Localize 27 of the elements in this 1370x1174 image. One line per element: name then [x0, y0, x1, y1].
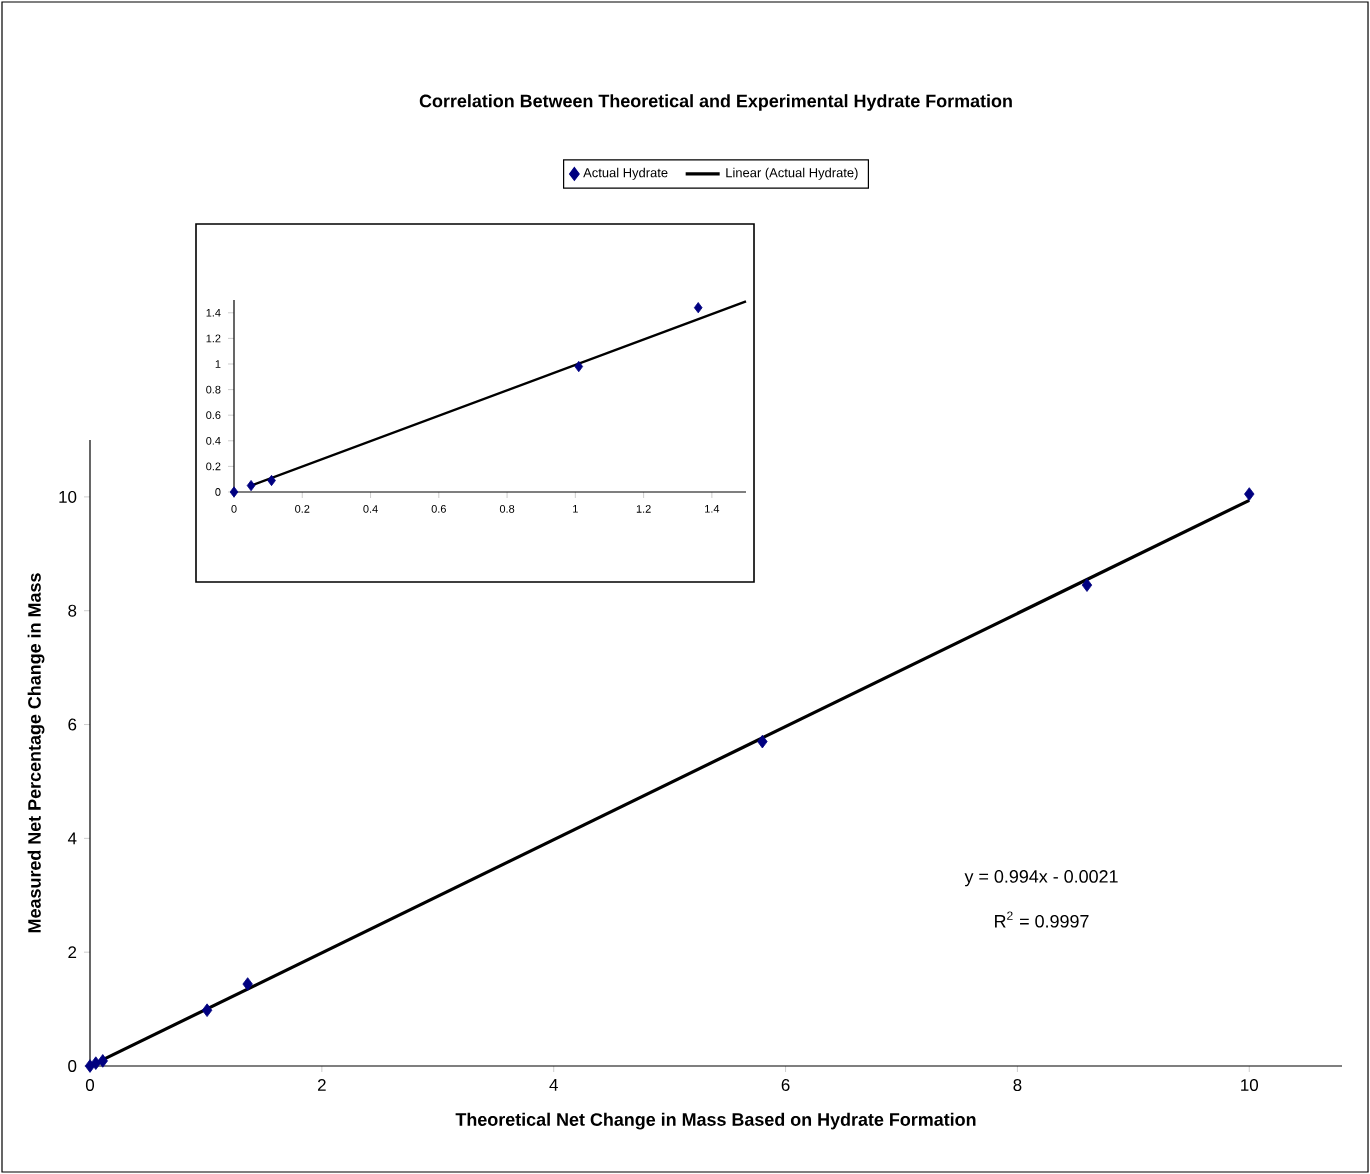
y-tick-label: 0	[68, 1060, 77, 1072]
annotation: R$^{2}$ = 0.9997	[995, 911, 1089, 928]
point	[574, 360, 584, 373]
annotation: y = 0.994x - 0.0021	[964, 870, 1118, 887]
point	[97, 1054, 108, 1068]
y-tick-label: 6	[68, 718, 77, 731]
chart-title: Correlation Between Theoretical and Experimental Hydrate Formation	[419, 94, 1012, 111]
point	[229, 486, 239, 498]
point	[757, 734, 768, 749]
y-tick-label: 4	[67, 832, 77, 845]
y-tick-label: 10	[59, 490, 77, 503]
x-tick-label: 2	[317, 1079, 326, 1091]
x-tick-label: 6	[781, 1079, 790, 1092]
point	[1244, 487, 1255, 501]
y-axis-title: Measured Net Percentage Change in Mass	[27, 573, 45, 933]
point	[1081, 578, 1093, 592]
x-tick-label: 8	[1013, 1079, 1022, 1092]
x-tick-label: 4	[549, 1079, 558, 1091]
x-axis-title: Theoretical Net Change in Mass Based on Hydrate Formation	[455, 1112, 976, 1130]
point	[242, 977, 253, 991]
point	[201, 1003, 213, 1017]
x-tick-label: 10	[1241, 1079, 1259, 1092]
point	[693, 302, 703, 314]
y-tick-label: 2	[68, 946, 77, 959]
x-tick-label: 0	[85, 1079, 95, 1092]
point	[246, 480, 256, 492]
y-tick-label: 8	[68, 604, 77, 617]
